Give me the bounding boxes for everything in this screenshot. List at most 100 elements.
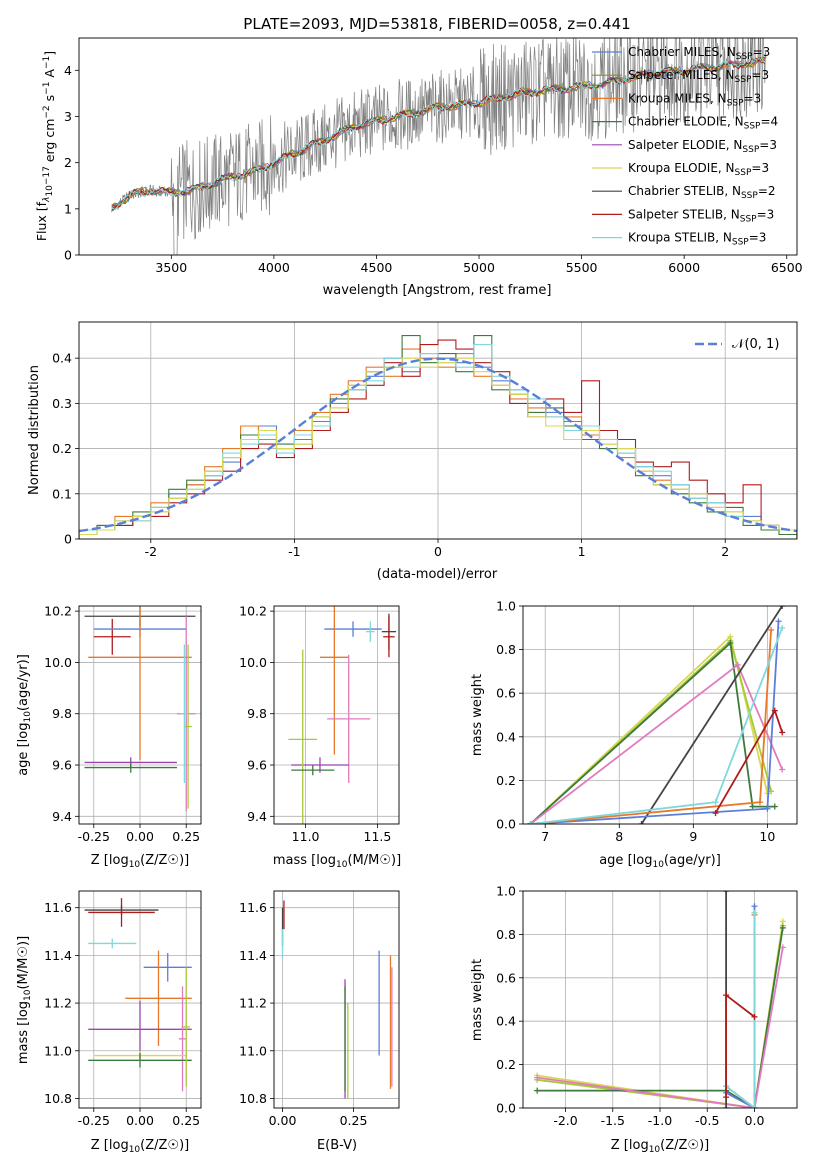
spectrum-legend: Chabrier MILES, NSSP=3 Salpeter MILES, NS… xyxy=(592,45,778,248)
series-line xyxy=(725,914,756,1108)
y-axis-label: Flux [fλ10−17 erg cm−2 s−1 A−1] xyxy=(34,51,57,241)
y-tick-label: 11.6 xyxy=(239,900,267,915)
y-tick-label: 10.0 xyxy=(44,655,72,670)
mass-weight-vs-age-axes-plot-area xyxy=(527,606,786,824)
age-vs-z-axes: -0.25 0.00 0.25 9.4 9.6 9.8 10.0 10.2 Z [log10(Z… xyxy=(16,604,202,870)
x-axis-label: Z [log10(Z/Z☉)] xyxy=(611,1138,709,1155)
y-tick-label: 0.2 xyxy=(496,1057,516,1072)
spectrum-data-line xyxy=(111,38,767,255)
y-tick-label: 0 xyxy=(64,532,72,547)
y-tick-label: 1 xyxy=(64,201,72,216)
y-axis-label: Normed distribution xyxy=(27,365,42,495)
histogram-step xyxy=(79,339,797,539)
x-axis-label: (data-model)/error xyxy=(377,567,498,582)
legend-label: Kroupa ELODIE, NSSP=3 xyxy=(628,161,769,178)
mass-weight-vs-z-axes: -2.0 -1.5 -1.0 -0.5 0.0 0.0 0.2 0.4 0.6 0.8 1.0 Z [… xyxy=(470,884,798,1155)
y-axis-label: age [log10(age/yr)] xyxy=(16,654,33,776)
x-tick-label: -2 xyxy=(145,544,157,559)
legend-label: Chabrier ELODIE, NSSP=4 xyxy=(628,115,778,132)
x-tick-label: 3500 xyxy=(155,260,187,275)
y-tick-label: 9.4 xyxy=(52,809,72,824)
y-tick-label: 0.0 xyxy=(496,817,516,832)
x-tick-label: 4000 xyxy=(258,260,290,275)
legend-label: Salpeter ELODIE, NSSP=3 xyxy=(628,138,777,155)
y-tick-label: 11.6 xyxy=(44,900,72,915)
y-tick-label: 10.2 xyxy=(239,604,267,619)
y-tick-label: 11.4 xyxy=(239,948,267,963)
x-tick-label: 1 xyxy=(578,544,586,559)
x-tick-label: 10 xyxy=(759,829,775,844)
series-line xyxy=(725,993,756,1098)
y-tick-label: 1.0 xyxy=(496,884,516,899)
y-tick-label: 10.8 xyxy=(44,1091,72,1106)
x-axis-label: age [log10(age/yr)] xyxy=(599,853,721,870)
series-line xyxy=(725,912,756,1108)
residuals-axes-plot-area xyxy=(79,335,797,539)
histogram-step xyxy=(79,357,797,539)
mass-vs-ebv-axes-plot-area xyxy=(281,900,393,1099)
y-tick-label: 0 xyxy=(64,248,72,263)
y-tick-label: 0.4 xyxy=(52,351,72,366)
x-tick-label: 7 xyxy=(541,829,549,844)
y-tick-label: 0.3 xyxy=(52,396,72,411)
x-tick-label: 5000 xyxy=(463,260,495,275)
x-axis-label: Z [log10(Z/Z☉)] xyxy=(91,853,189,870)
axes-frame xyxy=(273,890,400,1109)
x-axis-label: wavelength [Angstrom, rest frame] xyxy=(323,283,552,298)
y-tick-label: 4 xyxy=(64,63,72,78)
x-tick-label: 0.25 xyxy=(340,1113,368,1128)
y-tick-label: 0.1 xyxy=(52,486,72,501)
x-tick-label: 6000 xyxy=(668,260,700,275)
y-axis-label: mass weight xyxy=(470,959,485,1041)
y-tick-label: 0.2 xyxy=(496,773,516,788)
y-tick-label: 0.8 xyxy=(496,642,516,657)
y-tick-label: 3 xyxy=(64,109,72,124)
y-axis-label: mass [log10(M/M☉)] xyxy=(16,936,33,1064)
x-axis-label: mass [log10(M/M☉)] xyxy=(273,853,401,870)
y-tick-label: 11.0 xyxy=(44,1043,72,1058)
x-tick-label: 0.00 xyxy=(269,1113,297,1128)
x-tick-label: 0.00 xyxy=(126,1113,154,1128)
mass-vs-z-axes: -0.25 0.00 0.25 10.8 11.0 11.2 11.4 11.6 Z [log1… xyxy=(16,890,202,1155)
model-line-kroupa_stelib xyxy=(111,57,766,211)
x-tick-label: 6500 xyxy=(771,260,803,275)
x-tick-label: 11.5 xyxy=(364,829,392,844)
y-axis-label: mass weight xyxy=(470,674,485,756)
x-tick-label: -1.5 xyxy=(601,1113,625,1128)
y-tick-label: 10.8 xyxy=(239,1091,267,1106)
x-axis-label: Z [log10(Z/Z☉)] xyxy=(91,1138,189,1155)
y-tick-label: 2 xyxy=(64,155,72,170)
mass-vs-ebv-axes: 0.00 0.25 10.8 11.0 11.2 11.4 11.6 E(B-V) xyxy=(239,890,400,1153)
y-tick-label: 0.0 xyxy=(496,1101,516,1116)
y-tick-label: 11.4 xyxy=(44,948,72,963)
x-tick-label: -2.0 xyxy=(553,1113,577,1128)
y-tick-label: 0.8 xyxy=(496,927,516,942)
y-tick-label: 1.0 xyxy=(496,599,516,614)
mass-weight-vs-age-axes: 7 8 9 10 0.0 0.2 0.4 0.6 0.8 1.0 age [log10(age/yr… xyxy=(470,599,798,870)
y-tick-label: 11.2 xyxy=(239,996,267,1011)
y-tick-label: 9.6 xyxy=(247,758,267,773)
normal-curve xyxy=(79,357,797,533)
x-tick-label: 0.25 xyxy=(172,1113,200,1128)
y-tick-label: 10.2 xyxy=(44,604,72,619)
legend-label: 𝒩(0, 1) xyxy=(732,337,779,352)
y-tick-label: 11.0 xyxy=(239,1043,267,1058)
x-tick-label: -0.25 xyxy=(78,1113,110,1128)
age-vs-mass-axes-plot-area xyxy=(288,606,397,824)
legend-label: Chabrier STELIB, NSSP=2 xyxy=(628,184,776,201)
figure-title: PLATE=2093, MJD=53818, FIBERID=0058, z=0… xyxy=(243,15,630,33)
legend-label: Kroupa STELIB, NSSP=3 xyxy=(628,231,766,248)
y-tick-label: 0.4 xyxy=(496,1014,516,1029)
x-tick-label: 2 xyxy=(721,544,729,559)
x-tick-label: -1.0 xyxy=(648,1113,672,1128)
axes-frame xyxy=(522,605,798,825)
x-tick-label: 0.0 xyxy=(745,1113,765,1128)
y-tick-label: 9.8 xyxy=(52,706,72,721)
mass-vs-z-axes-plot-area xyxy=(84,898,192,1092)
legend-label: Salpeter STELIB, NSSP=3 xyxy=(628,207,774,224)
y-tick-label: 9.8 xyxy=(247,706,267,721)
series-line xyxy=(529,641,775,824)
y-tick-label: 9.6 xyxy=(52,758,72,773)
x-tick-label: 11.0 xyxy=(292,829,320,844)
